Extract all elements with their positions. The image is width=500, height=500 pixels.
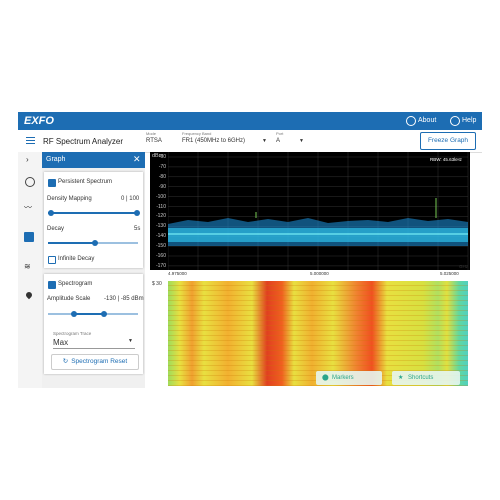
wave-icon[interactable]: ≋ xyxy=(24,262,31,271)
graph-icon[interactable] xyxy=(24,232,34,242)
help-icon[interactable] xyxy=(450,116,460,126)
logo: EXFO xyxy=(24,115,54,127)
trace-select[interactable]: Max xyxy=(53,338,69,347)
trace-arrow[interactable]: ▼ xyxy=(128,338,133,344)
amplitude-thumb-min[interactable] xyxy=(71,311,77,317)
infinite-label: Infinite Decay xyxy=(58,256,95,262)
spectrogram-card: Spectrogram Amplitude Scale -130 | -85 d… xyxy=(44,274,144,374)
y-tick-label: -140 xyxy=(155,233,166,240)
trace-underline xyxy=(53,348,135,349)
icon-bar: › 〰 ≋ xyxy=(18,152,43,388)
spectrum-core xyxy=(168,228,468,242)
y-tick-label: -100 xyxy=(155,193,166,200)
spectrogram-label: Spectrogram xyxy=(58,281,93,287)
app-title: RF Spectrum Analyzer xyxy=(43,137,124,146)
x-unit: GHz xyxy=(459,264,468,269)
x-tick-label: 5.000000 xyxy=(310,271,329,276)
mode-select[interactable]: RTSA xyxy=(146,138,162,144)
mode-label: Mode xyxy=(146,131,157,136)
amplitude-slider[interactable] xyxy=(48,313,138,315)
help-link[interactable]: Help xyxy=(462,117,477,124)
freeze-button[interactable]: Freeze Graph xyxy=(420,132,476,150)
decay-thumb[interactable] xyxy=(92,240,98,246)
density-value: 0 | 100 xyxy=(121,196,140,202)
density-slider[interactable] xyxy=(48,212,138,214)
y-unit: dBm xyxy=(152,153,164,159)
amplitude-label: Amplitude Scale xyxy=(47,296,91,302)
about-link[interactable]: About xyxy=(418,117,437,124)
menu-button[interactable] xyxy=(26,137,35,144)
port-arrow[interactable]: ▼ xyxy=(299,138,304,144)
reset-button[interactable]: ↻ Spectrogram Reset xyxy=(51,354,139,370)
band-label: Frequency Band xyxy=(182,131,212,136)
decay-label: Decay xyxy=(47,226,65,232)
spectrum-spikes xyxy=(255,198,437,218)
reset-label: Spectrogram Reset xyxy=(71,358,128,365)
header: EXFO About Help xyxy=(18,112,482,130)
shortcuts-label: Shortcuts xyxy=(408,375,434,381)
markers-button[interactable]: ⬤ Markers xyxy=(316,371,382,385)
about-icon[interactable] xyxy=(406,116,416,126)
amplitude-value: -130 | -85 dBm xyxy=(104,296,144,302)
density-thumb-min[interactable] xyxy=(48,210,54,216)
band-arrow[interactable]: ▼ xyxy=(262,138,267,144)
persistent-label: Persistent Spectrum xyxy=(58,179,113,185)
x-tick-label: 5.025000 xyxy=(440,271,459,276)
panel-title: Graph xyxy=(46,156,66,163)
close-button[interactable]: ✕ xyxy=(133,154,141,164)
persistent-checkbox[interactable] xyxy=(48,179,56,187)
spectrogram-y-label: $ 30 xyxy=(152,281,162,287)
rbw-label: RBW: 45.63kHz xyxy=(430,157,462,162)
y-tick-label: -150 xyxy=(155,243,166,250)
density-label: Density Mapping xyxy=(47,196,92,202)
y-tick-label: -130 xyxy=(155,223,166,230)
y-tick-label: -60 xyxy=(158,154,166,160)
spectrum-svg xyxy=(168,152,469,270)
x-tick-label: 4.975000 xyxy=(168,271,187,276)
port-select[interactable]: A xyxy=(276,138,281,144)
density-thumb-max[interactable] xyxy=(134,210,140,216)
panel-header: Graph ✕ xyxy=(42,152,145,168)
y-tick-label: -170 xyxy=(155,262,166,269)
y-tick-label: -110 xyxy=(156,203,166,210)
y-tick-label: -70 xyxy=(158,163,166,170)
expand-icon[interactable]: › xyxy=(26,155,29,164)
spectrogram xyxy=(168,281,468,386)
x-axis: 4.975000 5.000000 5.025000 GHz xyxy=(150,264,470,280)
graph-panel: Graph ✕ Persistent Spectrum Density Mapp… xyxy=(42,152,145,388)
spectrum-plot: dBm RBW: 45.63kHz -60 -70 -80 -90 -100 -110 -1… xyxy=(150,152,470,270)
tool-icon[interactable] xyxy=(25,177,35,187)
trace-label: Spectrogram Trace xyxy=(53,331,92,336)
persistent-card: Persistent Spectrum Density Mapping 0 | … xyxy=(44,172,143,268)
band-select[interactable]: FR1 (450MHz to 6GHz) xyxy=(182,138,246,144)
toolbar: RF Spectrum Analyzer Mode RTSA Frequency… xyxy=(18,130,482,153)
y-tick-label: -90 xyxy=(158,183,166,190)
y-tick-label: -80 xyxy=(158,173,166,180)
y-tick-label: -120 xyxy=(155,213,166,220)
trace-icon[interactable]: 〰 xyxy=(24,203,32,212)
decay-value: 5s xyxy=(134,226,141,232)
shortcuts-button[interactable]: ★ Shortcuts xyxy=(392,371,460,385)
spectrogram-checkbox[interactable] xyxy=(48,281,56,289)
infinite-checkbox[interactable] xyxy=(48,256,56,264)
amplitude-thumb-max[interactable] xyxy=(101,311,107,317)
port-label: Port xyxy=(276,131,284,136)
y-tick-label: -160 xyxy=(155,253,166,259)
location-icon[interactable] xyxy=(24,290,34,300)
markers-label: Markers xyxy=(332,375,354,381)
